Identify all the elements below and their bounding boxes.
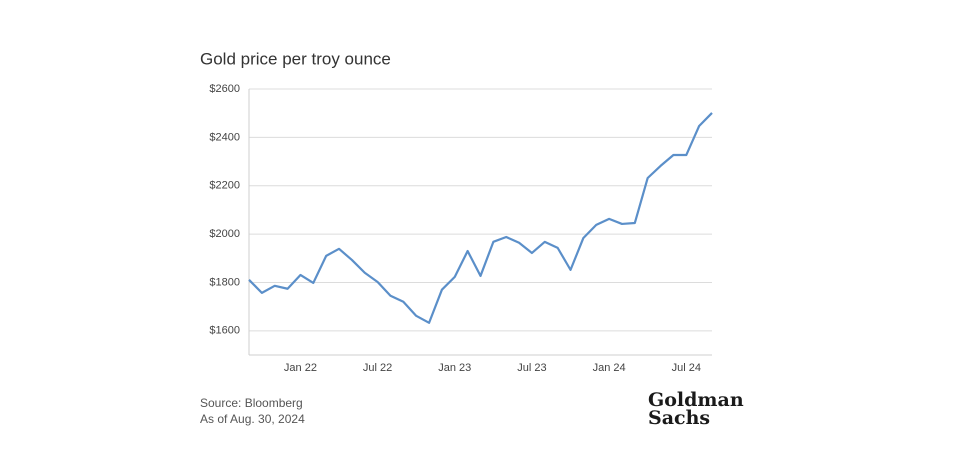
x-tick-label: Jul 22 [363, 362, 392, 374]
x-tick-label: Jan 24 [593, 362, 626, 374]
chart-title: Gold price per troy ounce [200, 49, 391, 68]
x-tick-label: Jul 24 [672, 362, 701, 374]
x-tick-label: Jan 23 [438, 362, 471, 374]
as-of: As of Aug. 30, 2024 [200, 412, 305, 426]
logo-line: Goldman [648, 389, 744, 411]
y-tick-label: $2000 [209, 228, 240, 240]
y-tick-label: $1600 [209, 325, 240, 337]
logo-line: Sachs [648, 407, 710, 429]
series-line [248, 112, 713, 324]
x-tick-label: Jan 22 [284, 362, 317, 374]
x-tick-label: Jul 23 [517, 362, 546, 374]
y-tick-label: $2400 [209, 131, 240, 143]
y-tick-label: $1800 [209, 276, 240, 288]
y-tick-label: $2600 [209, 83, 240, 95]
y-tick-label: $2200 [209, 180, 240, 192]
source: Source: Bloomberg [200, 396, 303, 410]
